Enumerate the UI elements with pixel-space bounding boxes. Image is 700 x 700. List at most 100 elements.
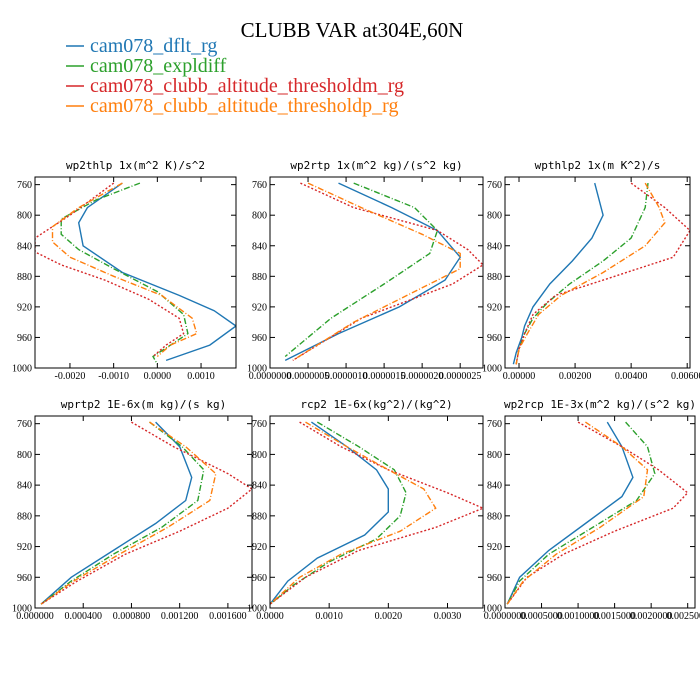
y-tick-label: 920 [487,302,502,313]
y-tick-label: 760 [17,180,32,191]
x-tick-label: 0.0000010 [325,371,368,382]
x-tick-label: 0.0010000 [557,611,600,622]
y-tick-label: 920 [252,542,267,553]
x-tick-label: 0.0000 [144,371,172,382]
series-line-3 [506,421,689,605]
x-tick-label: 0.0000005 [287,371,330,382]
panel-2: wp2rtp 1x(m^2 kg)/(s^2 kg) 760 800 840 880 92… [247,159,484,382]
y-tick-label: 920 [17,302,32,313]
y-tick-label: 760 [252,180,267,191]
plot-frame [269,176,484,369]
x-tick-label: 0.001200 [161,611,199,622]
y-tick-label: 840 [17,481,32,492]
y-tick-label: 800 [17,450,32,461]
x-tick-label: 0.00400 [615,371,648,382]
series-line-3 [35,182,185,358]
y-tick-label: 960 [17,573,32,584]
series-line-4 [506,421,649,605]
plot-area [512,182,690,365]
y-tick-label: 1000 [12,604,32,615]
series-line-3 [292,182,483,361]
y-tick-label: 960 [252,573,267,584]
y-tick-label: 840 [252,241,267,252]
x-tick-label: 0.0000015 [363,371,406,382]
y-tick-label: 760 [487,419,502,430]
series-line-4 [51,182,198,358]
y-tick-label: 800 [487,450,502,461]
plot-area [506,421,689,605]
panel-1: wp2thlp 1x(m^2 K)/s^2 760 800 840 880 920 960 1… [12,159,237,382]
y-tick-label: 840 [252,481,267,492]
panel-4: wprtp2 1E-6x(m kg)/(s kg) 760 800 840 880 920… [12,398,253,622]
plot-area [40,421,252,605]
panel-6: wp2rcp 1E-3x(m^2 kg)/(s^2 kg)760 800 840 88… [482,398,700,622]
plot-area [284,182,483,362]
panel-title: wp2thlp 1x(m^2 K)/s^2 [66,159,205,172]
y-tick-label: 800 [17,211,32,222]
series-line-1 [40,421,193,605]
y-tick-label: 920 [17,542,32,553]
x-tick-label: 0.0015000 [593,611,636,622]
series-line-3 [515,182,690,365]
x-tick-label: -0.0020 [55,371,86,382]
y-tick-label: 960 [17,333,32,344]
series-line-4 [515,182,666,365]
y-tick-label: 960 [252,333,267,344]
x-tick-label: 0.001600 [209,611,247,622]
x-tick-label: 0.0020 [375,611,403,622]
legend-entry: cam078_clubb_altitude_thresholdm_rg [90,75,404,97]
y-tick-label: 760 [487,180,502,191]
panels: wp2thlp 1x(m^2 K)/s^2 760 800 840 880 920 960 1… [12,159,700,622]
legend-entry: cam078_dflt_rg [90,35,217,57]
chart-title: CLUBB VAR at304E,60N [241,18,464,42]
series-line-2 [284,182,439,358]
series-line-2 [506,421,656,605]
panel-title: rcp2 1E-6x(kg^2)/(kg^2) [300,398,452,411]
y-tick-label: 1000 [247,604,267,615]
y-tick-label: 1000 [12,364,32,375]
plot-frame [34,415,253,609]
plot-frame [504,415,696,609]
panel-5: rcp2 1E-6x(kg^2)/(kg^2) 760 800 840 880 920 96… [247,398,484,622]
x-tick-label: 0.0020000 [630,611,673,622]
y-tick-label: 960 [487,333,502,344]
x-tick-label: 0.0030 [434,611,462,622]
series-line-4 [292,182,461,361]
series-line-1 [512,182,604,365]
x-tick-label: 0.00200 [559,371,592,382]
x-tick-label: 0.0025000 [666,611,700,622]
y-tick-label: 880 [17,511,32,522]
x-tick-label: 0.000000 [16,611,54,622]
x-tick-label: 0.0000000 [484,611,527,622]
x-tick-label: -0.0010 [98,371,129,382]
y-tick-label: 880 [252,272,267,283]
legend: cam078_dflt_rgcam078_expldiffcam078_club… [66,35,404,117]
y-tick-label: 800 [252,450,267,461]
series-line-4 [40,421,217,605]
y-tick-label: 1000 [482,604,502,615]
x-tick-label: 0.000400 [64,611,102,622]
series-line-1 [77,182,236,362]
y-tick-label: 1000 [247,364,267,375]
panel-title: wp2rtp 1x(m^2 kg)/(s^2 kg) [290,159,462,172]
panel-title: wprtp2 1E-6x(m kg)/(s kg) [61,398,227,411]
series-line-2 [515,183,649,365]
x-tick-label: 0.0000 [256,611,284,622]
y-tick-label: 760 [17,419,32,430]
series-line-1 [284,182,462,362]
y-tick-label: 880 [17,272,32,283]
y-tick-label: 840 [17,241,32,252]
y-tick-label: 800 [487,211,502,222]
plot-frame [269,415,484,609]
series-line-2 [40,421,205,605]
y-tick-label: 1000 [482,364,502,375]
plot-area [35,182,236,365]
series-line-4 [270,421,437,605]
legend-entry: cam078_clubb_altitude_thresholdp_rg [90,95,398,117]
y-tick-label: 960 [487,573,502,584]
panel-3: wpthlp2 1x(m K^2)/s 760 800 840 880 920 960 100… [482,159,700,382]
y-tick-label: 760 [252,419,267,430]
y-tick-label: 880 [487,511,502,522]
series-line-2 [60,182,189,365]
